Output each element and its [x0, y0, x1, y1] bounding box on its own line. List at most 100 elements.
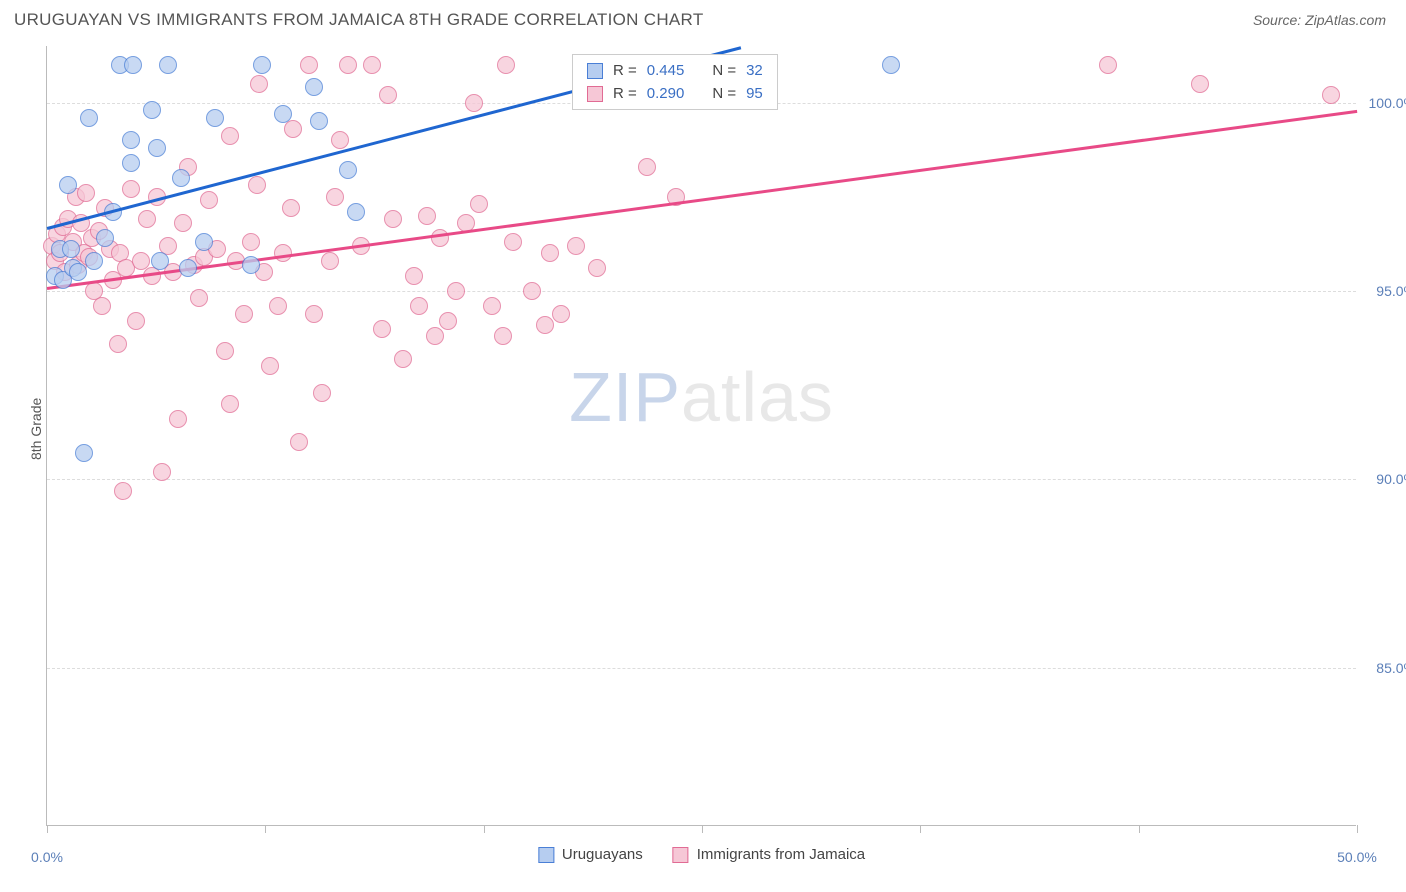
legend-swatch-jamaica: [673, 847, 689, 863]
data-point-jamaica: [326, 188, 344, 206]
data-point-jamaica: [1322, 86, 1340, 104]
x-tick: [1139, 825, 1140, 833]
data-point-jamaica: [109, 335, 127, 353]
data-point-jamaica: [174, 214, 192, 232]
data-point-jamaica: [331, 131, 349, 149]
chart-plot-area: ZIPatlas Uruguayans Immigrants from Jama…: [46, 46, 1356, 826]
data-point-jamaica: [261, 357, 279, 375]
x-tick: [265, 825, 266, 833]
data-point-jamaica: [190, 289, 208, 307]
data-point-jamaica: [447, 282, 465, 300]
data-point-uruguayans: [195, 233, 213, 251]
data-point-uruguayans: [62, 240, 80, 258]
y-tick-label: 90.0%: [1376, 471, 1406, 487]
data-point-uruguayans: [80, 109, 98, 127]
data-point-jamaica: [384, 210, 402, 228]
data-point-jamaica: [541, 244, 559, 262]
data-point-jamaica: [552, 305, 570, 323]
data-point-jamaica: [269, 297, 287, 315]
x-tick: [920, 825, 921, 833]
data-point-uruguayans: [122, 131, 140, 149]
data-point-jamaica: [77, 184, 95, 202]
swatch-jamaica: [587, 86, 603, 102]
y-axis-title: 8th Grade: [28, 398, 44, 460]
data-point-uruguayans: [122, 154, 140, 172]
data-point-jamaica: [114, 482, 132, 500]
data-point-uruguayans: [882, 56, 900, 74]
n-label: N =: [712, 62, 736, 79]
data-point-uruguayans: [206, 109, 224, 127]
data-point-uruguayans: [85, 252, 103, 270]
data-point-jamaica: [235, 305, 253, 323]
data-point-jamaica: [465, 94, 483, 112]
data-point-jamaica: [169, 410, 187, 428]
gridline-horizontal: [47, 668, 1356, 669]
r-label: R =: [613, 62, 637, 79]
data-point-jamaica: [242, 233, 260, 251]
y-tick-label: 85.0%: [1376, 660, 1406, 676]
data-point-jamaica: [250, 75, 268, 93]
y-tick-label: 100.0%: [1369, 95, 1406, 111]
chart-title: URUGUAYAN VS IMMIGRANTS FROM JAMAICA 8TH…: [14, 10, 704, 30]
data-point-jamaica: [504, 233, 522, 251]
legend-label-jamaica: Immigrants from Jamaica: [697, 846, 865, 863]
data-point-jamaica: [248, 176, 266, 194]
x-tick-label: 50.0%: [1337, 849, 1377, 865]
data-point-jamaica: [497, 56, 515, 74]
n-label: N =: [712, 85, 736, 102]
data-point-jamaica: [405, 267, 423, 285]
data-point-jamaica: [394, 350, 412, 368]
data-point-uruguayans: [242, 256, 260, 274]
data-point-jamaica: [470, 195, 488, 213]
data-point-uruguayans: [148, 139, 166, 157]
data-point-jamaica: [373, 320, 391, 338]
stats-row-uruguayans: R = 0.445 N = 32: [573, 59, 777, 82]
stats-row-jamaica: R = 0.290 N = 95: [573, 82, 777, 105]
data-point-uruguayans: [143, 101, 161, 119]
data-point-uruguayans: [151, 252, 169, 270]
data-point-jamaica: [127, 312, 145, 330]
x-tick: [702, 825, 703, 833]
data-point-jamaica: [200, 191, 218, 209]
data-point-jamaica: [221, 395, 239, 413]
data-point-jamaica: [313, 384, 331, 402]
data-point-uruguayans: [96, 229, 114, 247]
watermark-zip: ZIP: [569, 358, 681, 436]
legend-item-jamaica: Immigrants from Jamaica: [673, 846, 865, 863]
legend: Uruguayans Immigrants from Jamaica: [538, 846, 865, 863]
data-point-uruguayans: [172, 169, 190, 187]
source-attribution: Source: ZipAtlas.com: [1253, 12, 1386, 28]
n-value-jamaica: 95: [746, 85, 763, 102]
data-point-uruguayans: [159, 56, 177, 74]
data-point-jamaica: [410, 297, 428, 315]
data-point-uruguayans: [179, 259, 197, 277]
correlation-stats-box: R = 0.445 N = 32 R = 0.290 N = 95: [572, 54, 778, 110]
data-point-jamaica: [300, 56, 318, 74]
data-point-uruguayans: [347, 203, 365, 221]
data-point-jamaica: [153, 463, 171, 481]
x-tick: [1357, 825, 1358, 833]
data-point-jamaica: [321, 252, 339, 270]
swatch-uruguayans: [587, 63, 603, 79]
data-point-jamaica: [305, 305, 323, 323]
legend-label-uruguayans: Uruguayans: [562, 846, 643, 863]
data-point-jamaica: [426, 327, 444, 345]
data-point-jamaica: [523, 282, 541, 300]
data-point-jamaica: [1191, 75, 1209, 93]
data-point-uruguayans: [253, 56, 271, 74]
data-point-jamaica: [483, 297, 501, 315]
data-point-jamaica: [216, 342, 234, 360]
data-point-jamaica: [418, 207, 436, 225]
r-value-uruguayans: 0.445: [647, 62, 685, 79]
legend-item-uruguayans: Uruguayans: [538, 846, 643, 863]
data-point-jamaica: [431, 229, 449, 247]
data-point-uruguayans: [274, 105, 292, 123]
legend-swatch-uruguayans: [538, 847, 554, 863]
data-point-jamaica: [494, 327, 512, 345]
data-point-jamaica: [588, 259, 606, 277]
data-point-jamaica: [284, 120, 302, 138]
data-point-uruguayans: [59, 176, 77, 194]
gridline-horizontal: [47, 479, 1356, 480]
data-point-jamaica: [379, 86, 397, 104]
data-point-jamaica: [221, 127, 239, 145]
